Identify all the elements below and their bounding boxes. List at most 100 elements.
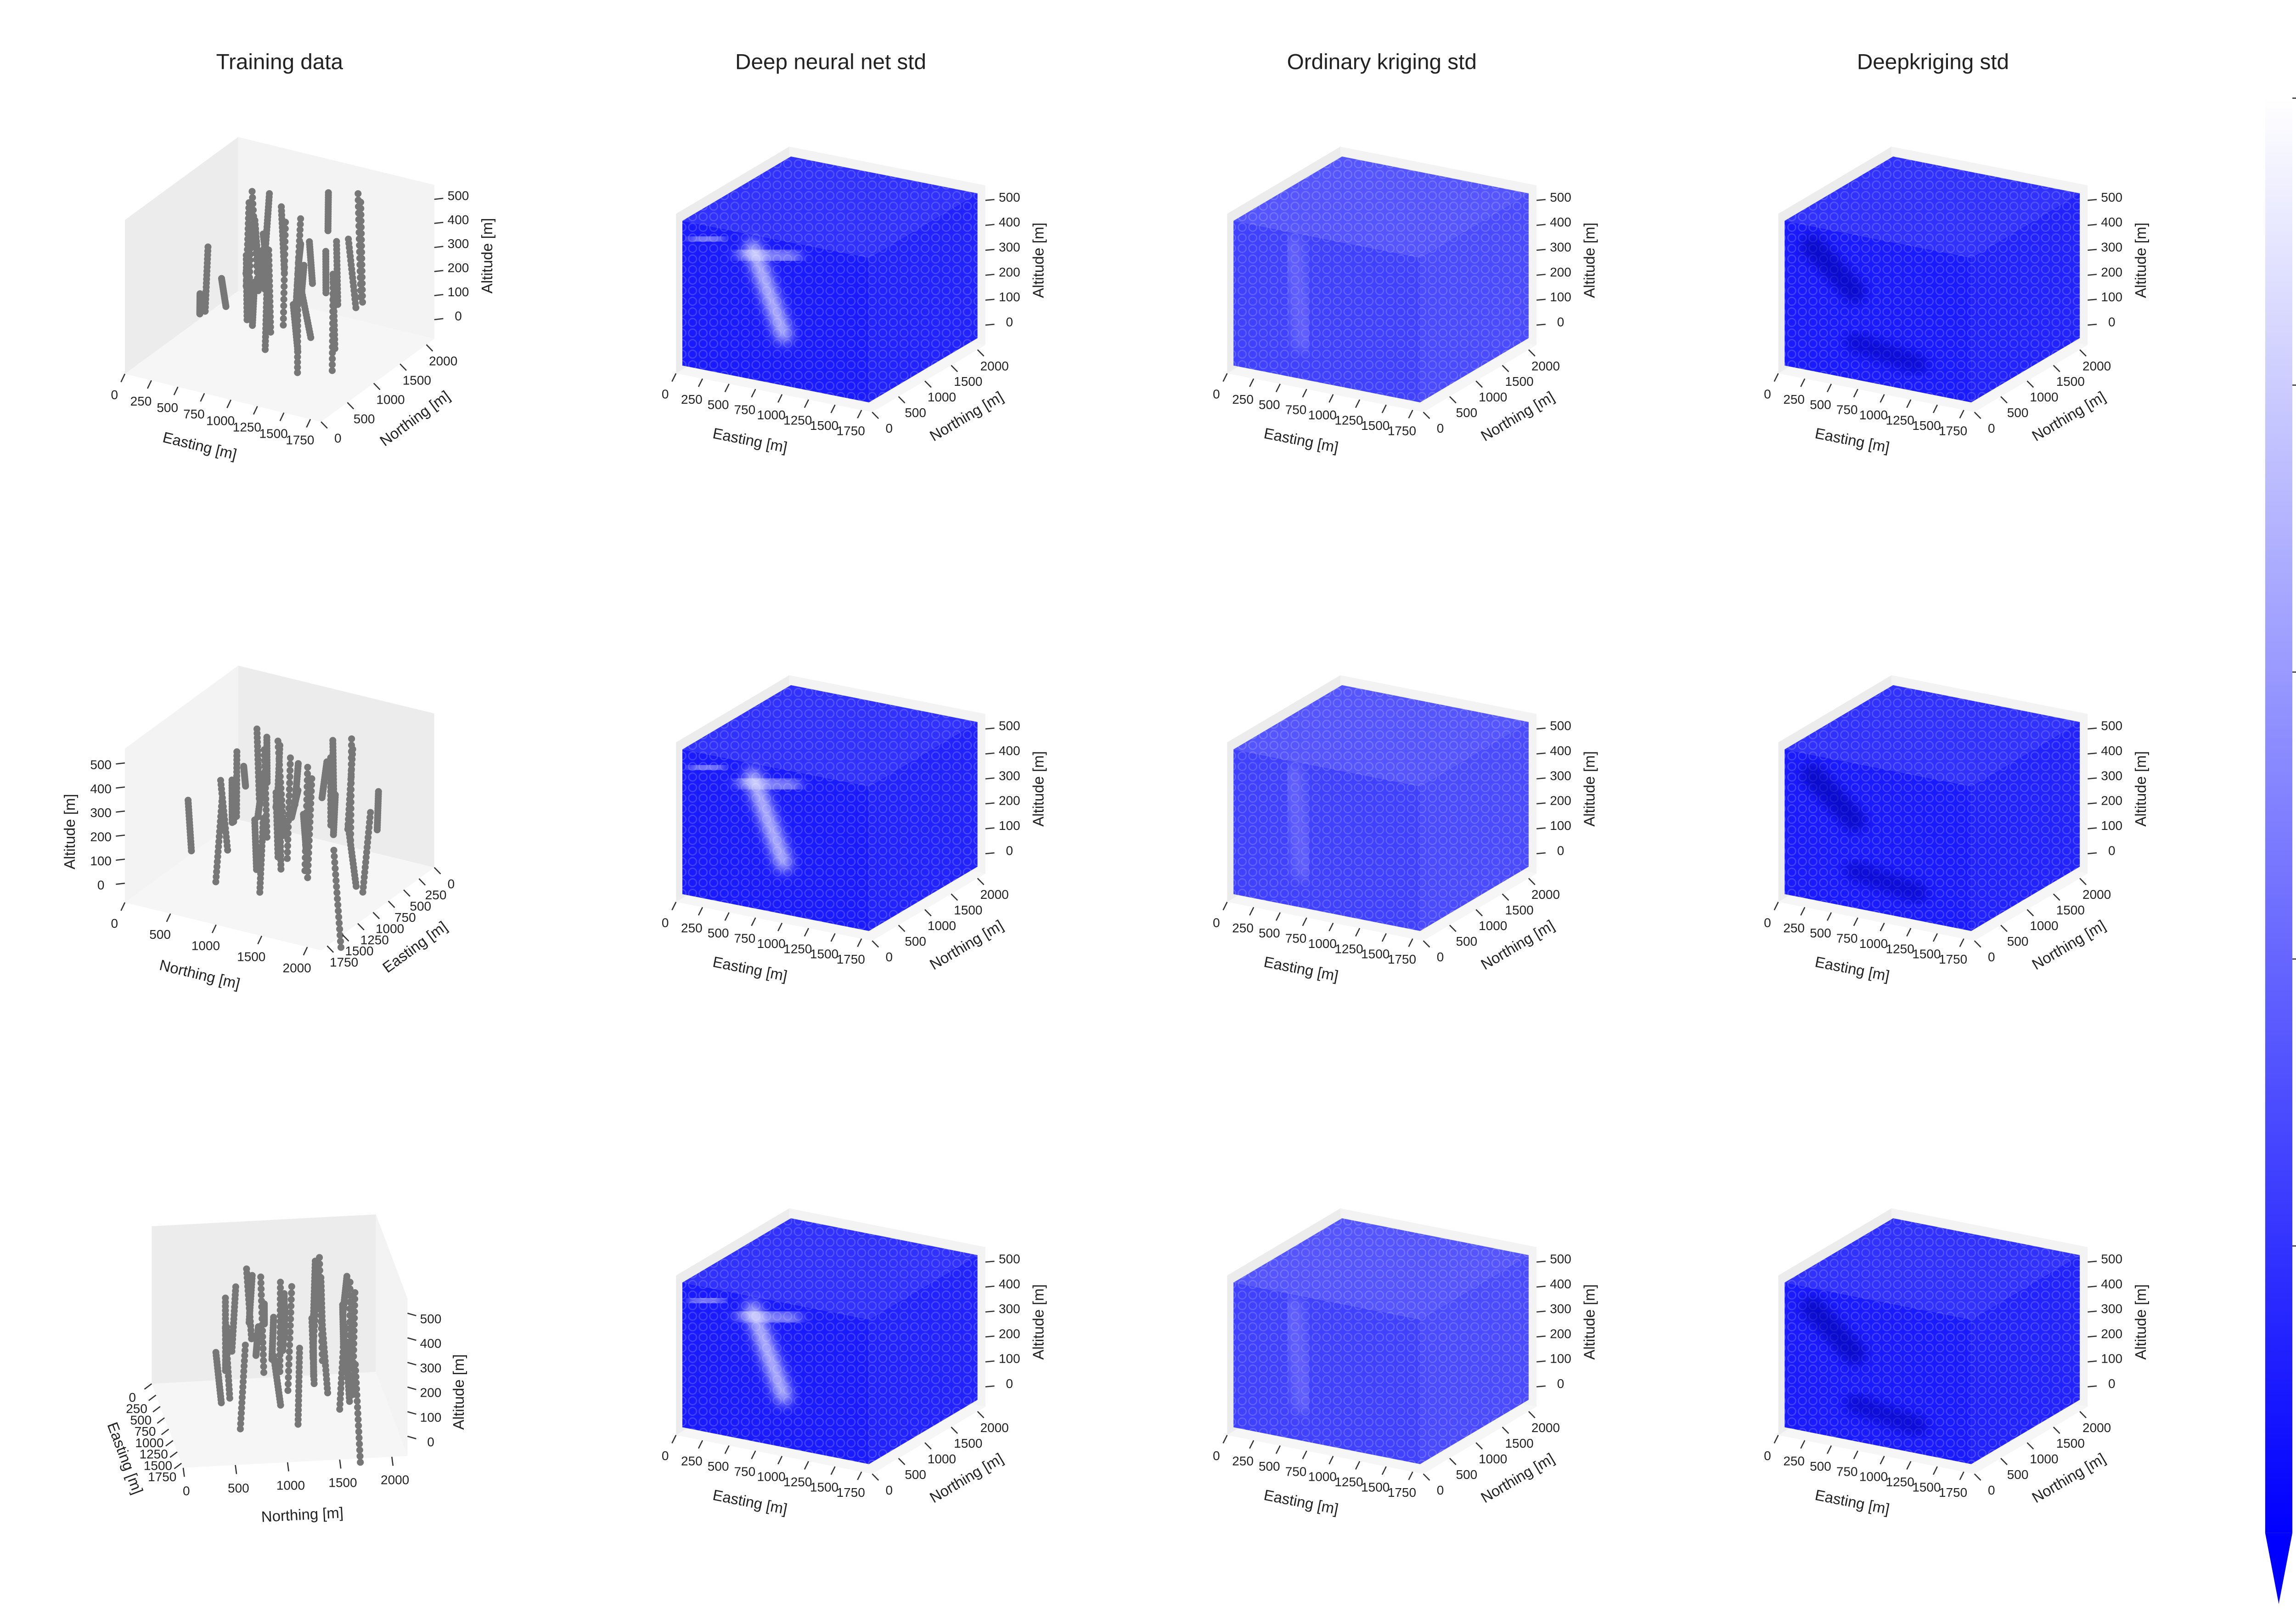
tick-label: 1250: [1886, 1475, 1914, 1489]
sample-point: [280, 820, 287, 827]
tick-mark: [287, 1462, 289, 1472]
sample-point: [259, 1351, 267, 1358]
tick-mark: [977, 349, 985, 357]
sample-point: [360, 874, 368, 881]
sample-point: [284, 1380, 292, 1388]
sample-point: [347, 811, 355, 818]
tick-mark: [433, 867, 441, 874]
tick-mark: [306, 419, 311, 428]
tick-mark: [116, 762, 125, 765]
voxel-highlight: [736, 246, 801, 264]
voxel-highlight: [1800, 1296, 1867, 1366]
tick-label: 750: [734, 931, 756, 946]
tick-label: 1000: [1859, 936, 1888, 951]
sample-point: [363, 844, 371, 851]
sample-point: [240, 1362, 248, 1370]
tick-label: 1750: [1939, 423, 1967, 438]
voxel-texture: [1784, 685, 2080, 786]
tick-mark: [116, 858, 125, 861]
tick-label: 0: [1437, 1483, 1444, 1497]
tick-label: 250: [1232, 1454, 1254, 1468]
sample-point: [317, 1305, 325, 1313]
sample-point: [266, 303, 274, 310]
sample-point: [202, 308, 209, 315]
tick-label: 1750: [1939, 952, 1967, 966]
voxel-texture: [1971, 1255, 2080, 1464]
tick-mark: [830, 1466, 836, 1475]
tick-label: 2000: [980, 1421, 1009, 1435]
sample-point: [287, 1328, 294, 1336]
tick-mark: [1536, 1286, 1546, 1288]
tick-mark: [2026, 380, 2034, 388]
tick-mark: [2088, 274, 2097, 276]
tick-mark: [1275, 912, 1281, 921]
tick-label: 2000: [980, 887, 1009, 902]
voxel-texture: [1233, 749, 1420, 931]
voxel-texture: [1233, 1218, 1529, 1320]
tick-label: 300: [999, 240, 1020, 254]
tick-mark: [985, 852, 995, 855]
tick-mark: [804, 928, 809, 937]
tick-label: 2000: [980, 359, 1009, 373]
tick-mark: [1536, 752, 1546, 755]
sample-point: [281, 257, 288, 265]
tick-label: 2000: [1531, 887, 1560, 902]
sample-point: [285, 1361, 293, 1368]
sample-point: [284, 842, 291, 850]
sample-point: [230, 818, 237, 825]
tick-label: 300: [999, 1302, 1020, 1316]
tick-label: 0: [662, 1449, 669, 1463]
sample-point: [355, 229, 363, 236]
axis-label: Altitude [m]: [1030, 222, 1047, 298]
tick-label: 0: [2108, 843, 2116, 857]
tick-mark: [174, 1462, 182, 1469]
tick-mark: [872, 1473, 879, 1481]
sample-point: [346, 1371, 353, 1379]
sample-point: [254, 275, 261, 282]
tick-mark: [1328, 1455, 1334, 1465]
tick-label: 2000: [1531, 1421, 1560, 1435]
sample-point: [366, 824, 373, 831]
tick-mark: [1959, 938, 1964, 947]
tick-label: 1000: [757, 936, 785, 951]
sample-point: [276, 1357, 284, 1364]
tick-label: 1500: [403, 373, 431, 388]
sample-point: [361, 869, 368, 876]
sample-point: [267, 318, 274, 326]
tick-label: 250: [1783, 1454, 1805, 1468]
tick-label: 0: [1213, 1449, 1220, 1463]
tick-label: 250: [1783, 392, 1805, 406]
tick-mark: [1249, 378, 1255, 387]
sample-point: [363, 849, 370, 856]
sample-point: [316, 1280, 324, 1287]
tick-mark: [804, 1461, 809, 1470]
sample-point: [248, 1335, 255, 1343]
tick-label: 1250: [783, 1475, 812, 1489]
tick-label: 500: [1456, 1467, 1478, 1482]
tick-label: 0: [662, 915, 669, 930]
sample-point: [355, 1428, 362, 1435]
sample-point: [317, 1299, 324, 1306]
sample-point: [250, 219, 258, 226]
sample-point: [346, 1325, 354, 1332]
sample-point: [347, 799, 355, 806]
tick-label: 0: [97, 878, 105, 892]
voxel-texture: [1971, 722, 2080, 931]
tick-label: 1000: [206, 413, 235, 428]
sample-point: [286, 785, 293, 793]
sample-point: [294, 353, 301, 361]
sample-point: [212, 878, 219, 886]
tick-label: 750: [734, 1464, 756, 1478]
sample-point: [280, 309, 287, 316]
tick-mark: [985, 1310, 995, 1313]
tick-label: 100: [2101, 1352, 2122, 1366]
sample-point: [356, 1452, 364, 1460]
voxel-texture: [1233, 220, 1420, 403]
tick-mark: [2088, 852, 2097, 855]
voxel-highlight: [1844, 331, 1929, 375]
voxel-texture: [1971, 193, 2080, 403]
tick-mark: [388, 900, 395, 908]
tick-mark: [698, 1440, 703, 1449]
sample-point: [277, 865, 285, 873]
tick-mark: [985, 299, 995, 301]
